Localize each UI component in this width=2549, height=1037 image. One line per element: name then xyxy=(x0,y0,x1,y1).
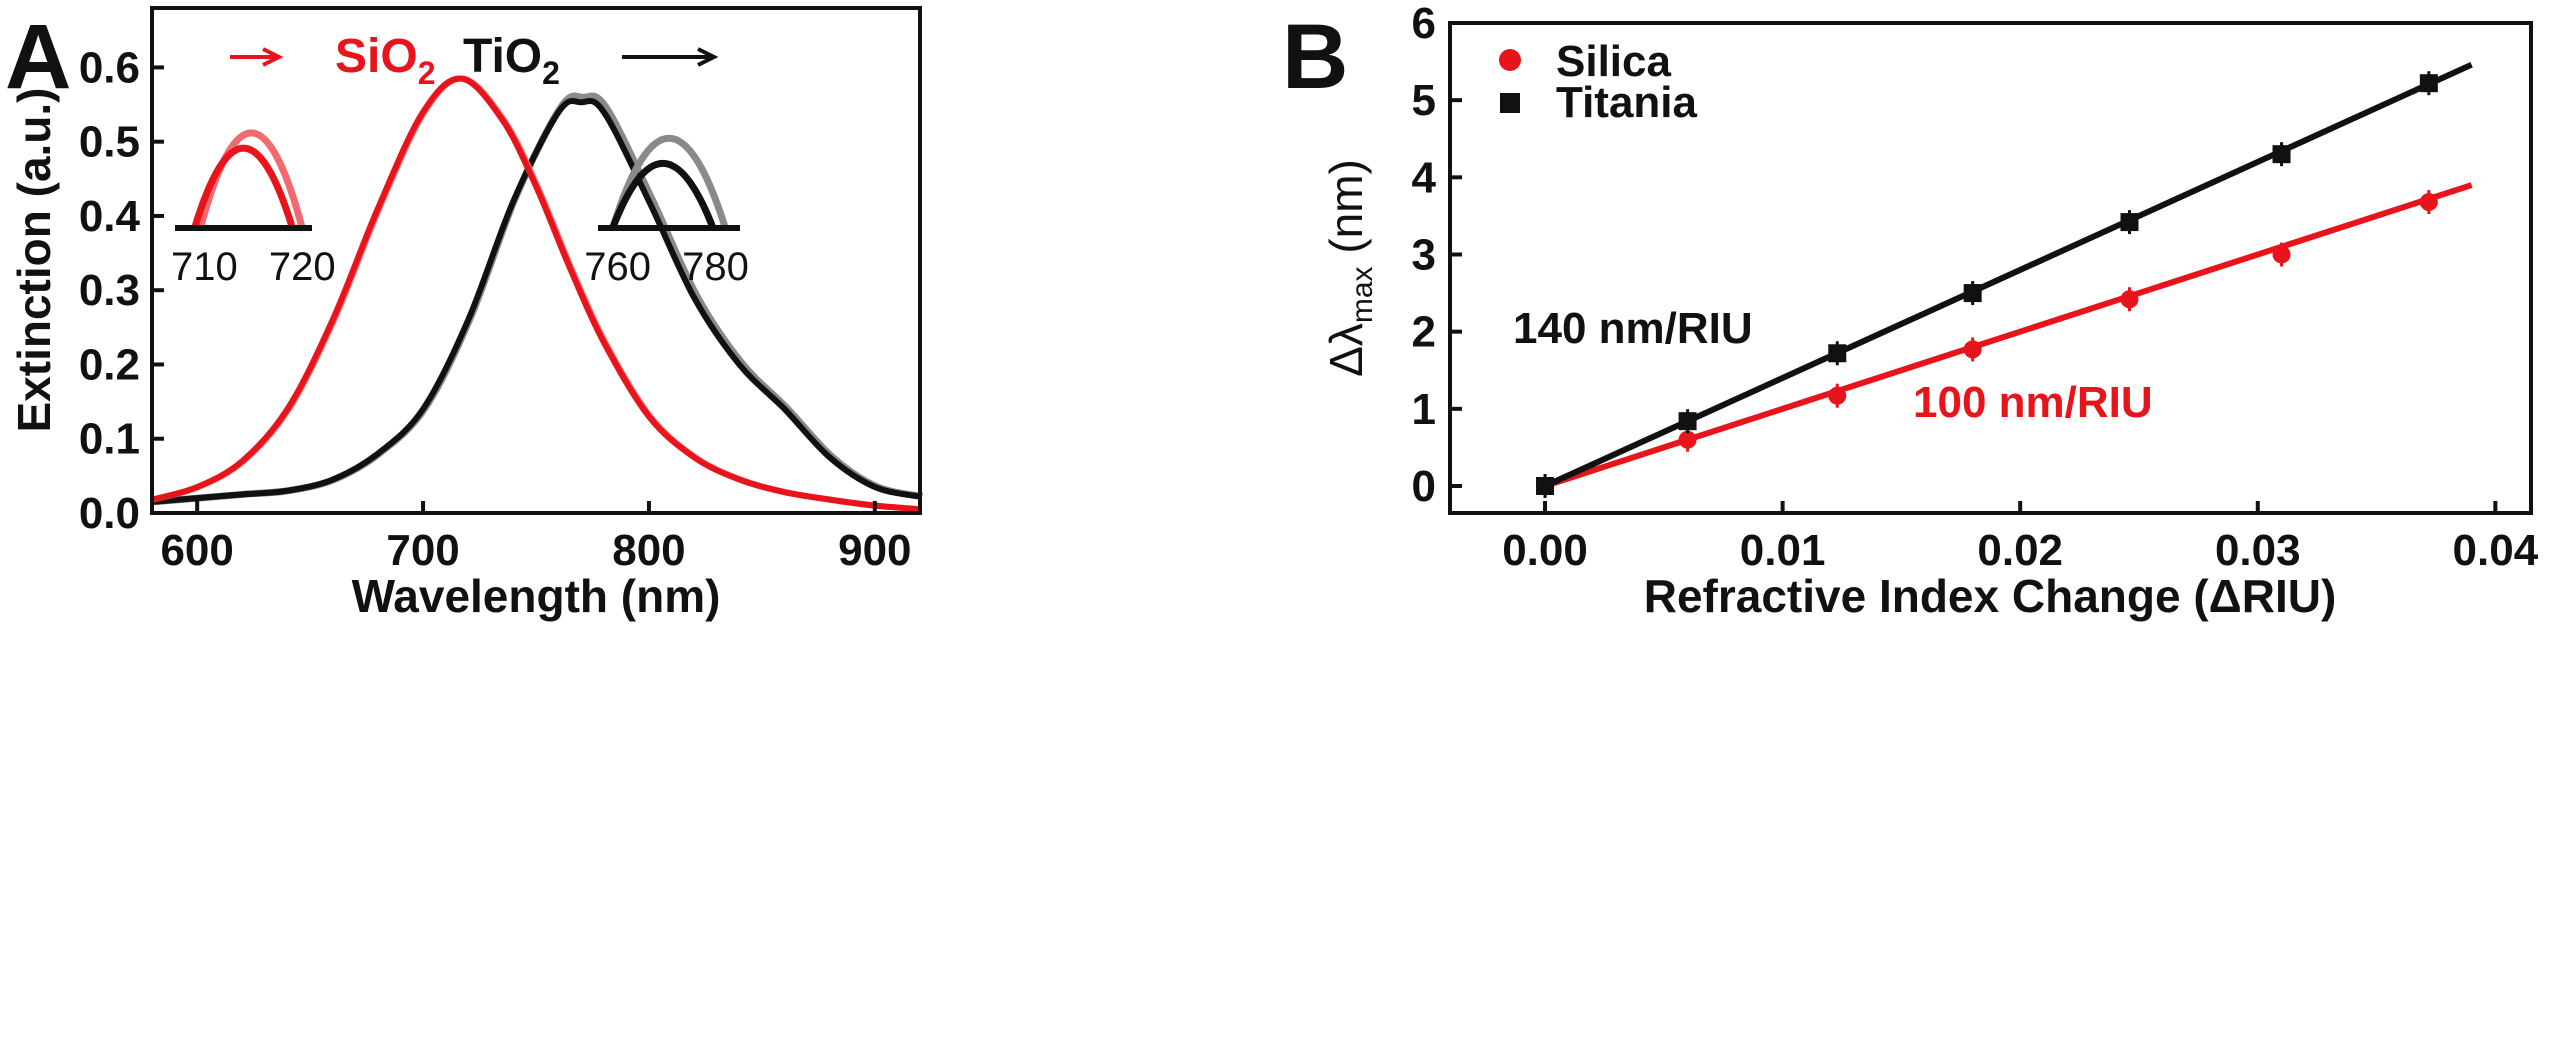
panel-a-y-tick-label: 0.4 xyxy=(79,192,141,241)
panel-a-x-tick-label: 600 xyxy=(160,526,233,575)
panel-a-y-tick-label: 0.3 xyxy=(79,266,140,315)
panel-b-y-tick-label: 2 xyxy=(1412,308,1436,357)
panel-a-x-tick-label: 700 xyxy=(386,526,459,575)
panel-b-y-tick-label: 5 xyxy=(1412,76,1436,125)
inset-peak-curve xyxy=(609,160,717,230)
panel-a-x-ticks: 600 700 800 900 xyxy=(160,501,912,575)
inset-tick-label: 780 xyxy=(682,245,749,289)
legend-titania-marker xyxy=(1500,93,1520,113)
shift-arrow-head xyxy=(262,47,284,67)
panel-b-y-tick-label: 6 xyxy=(1412,0,1436,48)
sio2-inset: 710 720 xyxy=(171,47,336,289)
panel-b-y-tick-label: 4 xyxy=(1412,153,1437,202)
panel-a-plot-frame xyxy=(150,6,922,515)
panel-b-x-tick-label: 0.04 xyxy=(2453,526,2539,575)
inset-tick-label: 720 xyxy=(269,245,336,289)
panel-b-y-tick-label: 0 xyxy=(1412,462,1436,511)
panel-b-x-tick-label: 0.01 xyxy=(1740,526,1826,575)
tio2-shifted-curve xyxy=(154,92,924,506)
sio2-initial-curve xyxy=(151,75,921,513)
sio2-annotation: SiO2 xyxy=(335,30,435,91)
panel-b-x-ticks: 0.00 0.01 0.02 0.03 0.04 xyxy=(1502,501,2539,575)
panel-b-plot-frame xyxy=(1448,21,2533,515)
panel-a-y-tick-label: 0.1 xyxy=(79,415,140,464)
legend-silica-marker xyxy=(1499,49,1521,71)
panel-a-x-axis-label: Wavelength (nm) xyxy=(352,570,721,622)
panel-b-y-tick-label: 1 xyxy=(1412,385,1436,434)
panel-b-label: B xyxy=(1282,6,1348,108)
panel-b-x-tick-label: 0.02 xyxy=(1977,526,2063,575)
titania-slope-label: 140 nm/RIU xyxy=(1513,304,1753,353)
panel-a-label: A xyxy=(5,6,71,108)
panel-b: B 0.00 0.01 0.02 0.03 0.04 0 1 2 3 4 5 6 Silica Ti… xyxy=(1282,0,2539,622)
panel-b-x-tick-label: 0.00 xyxy=(1502,526,1588,575)
panel-a-curves xyxy=(151,75,924,513)
panel-a-y-ticks: 0.0 0.1 0.2 0.3 0.4 0.5 0.6 xyxy=(79,43,164,538)
panel-b-y-ticks: 0 1 2 3 4 5 6 xyxy=(1412,0,1462,511)
silica-slope-label: 100 nm/RIU xyxy=(1913,378,2153,427)
titania-fit-line xyxy=(1543,61,2473,489)
panel-a-x-tick-label: 900 xyxy=(838,526,911,575)
panel-b-data-points xyxy=(1536,71,2438,498)
panel-b-y-axis-label: Δλmax (nm) xyxy=(1320,159,1379,377)
panel-a-y-tick-label: 0.5 xyxy=(79,118,140,167)
tio2-initial-curve xyxy=(151,97,921,505)
panel-a-y-tick-label: 0.0 xyxy=(79,489,140,538)
panel-a-y-tick-label: 0.6 xyxy=(79,43,140,92)
panel-b-fit-lines xyxy=(1543,61,2473,489)
tio2-annotation: TiO2 xyxy=(463,30,560,91)
panel-b-y-tick-label: 3 xyxy=(1412,230,1436,279)
silica-fit-line xyxy=(1544,182,2473,489)
inset-tick-label: 760 xyxy=(584,245,651,289)
panel-a-y-axis-label: Extinction (a.u.) xyxy=(8,88,60,433)
panel-b-x-tick-label: 0.03 xyxy=(2215,526,2301,575)
inset-peak-curve xyxy=(191,144,296,230)
inset-peak-curve xyxy=(609,135,729,230)
panel-b-x-axis-label: Refractive Index Change (ΔRIU) xyxy=(1644,570,2337,622)
panel-b-legend: Silica Titania xyxy=(1499,37,1698,127)
panel-a-x-tick-label: 800 xyxy=(612,526,685,575)
tio2-inset: 760 780 xyxy=(584,47,749,289)
shift-arrow-head xyxy=(697,47,719,67)
inset-tick-label: 710 xyxy=(171,245,238,289)
legend-silica-label: Silica xyxy=(1556,37,1671,86)
panel-a-y-tick-label: 0.2 xyxy=(79,340,140,389)
legend-titania-label: Titania xyxy=(1556,78,1698,127)
panel-a: A 600 700 800 900 0.0 0.1 0.2 0.3 0.4 0.5 0.6 Wav… xyxy=(5,6,924,622)
